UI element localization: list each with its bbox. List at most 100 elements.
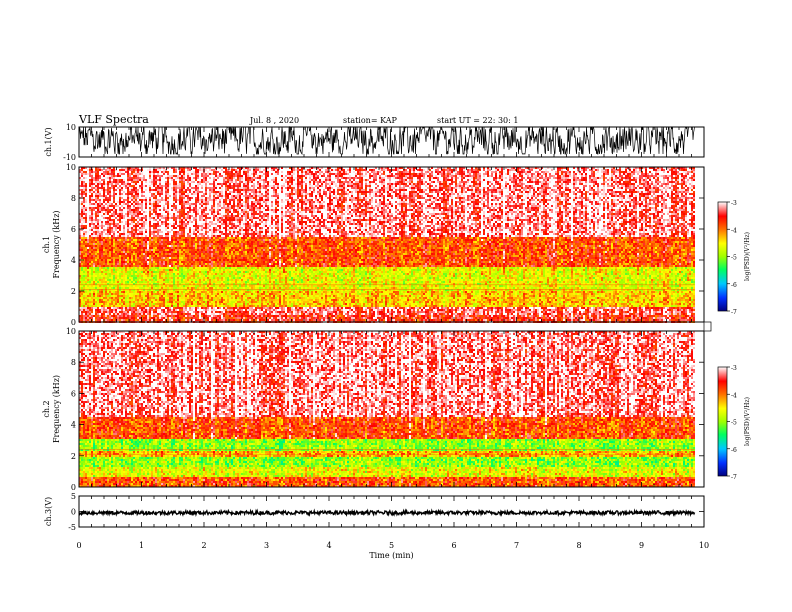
- ch1-spec-pixel: [137, 215, 139, 217]
- ch1-spec-pixel: [137, 277, 139, 279]
- ch1-spec-pixel: [167, 267, 169, 269]
- ch1-spec-pixel: [191, 203, 193, 205]
- ch1-spec-pixel: [155, 213, 157, 215]
- ch1-spec-pixel: [121, 217, 123, 219]
- ch1-spec-pixel: [91, 301, 93, 303]
- ch1-spec-pixel: [135, 217, 137, 219]
- ch1-spec-pixel: [155, 185, 157, 187]
- ch1-spec-pixel: [151, 271, 153, 273]
- ch1-spec-pixel: [191, 181, 193, 183]
- ch1-spec-pixel: [187, 287, 189, 289]
- ch1-spec-pixel: [155, 181, 157, 183]
- ch1-spec-pixel: [191, 301, 193, 303]
- ch1-spec-pixel: [183, 293, 185, 295]
- ch1-spec-pixel: [149, 219, 151, 221]
- ch1-spec-pixel: [151, 317, 153, 319]
- ch1-spec-pixel: [199, 305, 201, 307]
- ch1-spec-pixel: [149, 265, 151, 267]
- ch1-spec-pixel: [177, 273, 179, 275]
- ch1-spec-pixel: [101, 235, 103, 237]
- ch1-spec-pixel: [81, 213, 83, 215]
- ch1-spec-pixel: [189, 281, 191, 283]
- ch1-spec-pixel: [115, 171, 117, 173]
- ch1-spec-pixel: [169, 191, 171, 193]
- ch1-spec-pixel: [127, 193, 129, 195]
- ch1-spec-pixel: [107, 235, 109, 237]
- ch1-spec-pixel: [85, 267, 87, 269]
- ch1-spec-pixel: [169, 223, 171, 225]
- ch1-spec-pixel: [153, 271, 155, 273]
- ch1-spec-pixel: [109, 223, 111, 225]
- ch1-spec-pixel: [141, 207, 143, 209]
- ch1-spec-pixel: [187, 187, 189, 189]
- ch1-spec-pixel: [195, 313, 197, 315]
- ch1-spec-pixel: [81, 211, 83, 213]
- ch1-spec-pixel: [173, 291, 175, 293]
- ch1-spec-pixel: [117, 313, 119, 315]
- ch1-spec-pixel: [115, 191, 117, 193]
- ch1-spec-pixel: [191, 179, 193, 181]
- ch1-spec-pixel: [139, 269, 141, 271]
- ch1-spec-pixel: [163, 303, 165, 305]
- ch1-spec-pixel: [109, 245, 111, 247]
- ch1-spec-pixel: [199, 193, 201, 195]
- ch1-spec-pixel: [143, 175, 145, 177]
- ch1-spec-pixel: [177, 223, 179, 225]
- ch1-spec-pixel: [145, 259, 147, 261]
- ch1-spec-pixel: [201, 267, 203, 269]
- ch1-spec-pixel: [115, 225, 117, 227]
- ch1-spec-pixel: [97, 309, 99, 311]
- ch1-spec-pixel: [179, 219, 181, 221]
- ch1-spec-pixel: [189, 247, 191, 249]
- ch1-spec-pixel: [183, 309, 185, 311]
- ch1-spec-pixel: [91, 231, 93, 233]
- ch1-spec-pixel: [193, 253, 195, 255]
- ch1-spec-pixel: [159, 237, 161, 239]
- ch1-spec-pixel: [193, 267, 195, 269]
- ch1-spec-pixel: [201, 317, 203, 319]
- ch1-spec-pixel: [165, 213, 167, 215]
- ch1-spec-pixel: [95, 295, 97, 297]
- ch1-spec-pixel: [85, 199, 87, 201]
- ch1-spec-pixel: [167, 211, 169, 213]
- ch1-spec-pixel: [149, 211, 151, 213]
- ch1-spec-pixel: [187, 291, 189, 293]
- ch1-spec-pixel: [179, 177, 181, 179]
- ch1-spec-pixel: [183, 211, 185, 213]
- ch1-spec-pixel: [145, 177, 147, 179]
- ch1-spec-pixel: [167, 299, 169, 301]
- ch1-spec-pixel: [135, 287, 137, 289]
- ch1-spec-pixel: [143, 269, 145, 271]
- ch1-spec-pixel: [185, 219, 187, 221]
- ch1-spec-pixel: [119, 267, 121, 269]
- ch1-spec-pixel: [173, 311, 175, 313]
- ch1-spec-pixel: [141, 311, 143, 313]
- ch1-spec-pixel: [161, 293, 163, 295]
- ch1-spec-pixel: [185, 211, 187, 213]
- ch1-spec-pixel: [173, 181, 175, 183]
- ch1-spec-pixel: [145, 229, 147, 231]
- ch1-spec-pixel: [87, 275, 89, 277]
- ch1-spec-pixel: [179, 205, 181, 207]
- ch1-spec-pixel: [133, 279, 135, 281]
- ch1-spec-pixel: [139, 309, 141, 311]
- ch1-spec-pixel: [125, 277, 127, 279]
- ch1-spec-pixel: [171, 313, 173, 315]
- ch1-spec-pixel: [131, 315, 133, 317]
- ch1-spec-pixel: [85, 239, 87, 241]
- ch1-spec-pixel: [101, 237, 103, 239]
- ch1-spec-pixel: [109, 221, 111, 223]
- ch1-spec-pixel: [153, 293, 155, 295]
- ch1-spec-pixel: [195, 271, 197, 273]
- ch1-spec-pixel: [189, 255, 191, 257]
- ch1-spec-pixel: [197, 251, 199, 253]
- ch1-spec-pixel: [183, 223, 185, 225]
- ch1-spec-pixel: [167, 177, 169, 179]
- ch1-spec-pixel: [137, 313, 139, 315]
- ch1-spec-pixel: [129, 243, 131, 245]
- ch1-spec-pixel: [193, 211, 195, 213]
- ch1-spec-pixel: [201, 191, 203, 193]
- ch1-spec-pixel: [193, 251, 195, 253]
- ch1-spec-pixel: [137, 197, 139, 199]
- ch1-spec-pixel: [115, 249, 117, 251]
